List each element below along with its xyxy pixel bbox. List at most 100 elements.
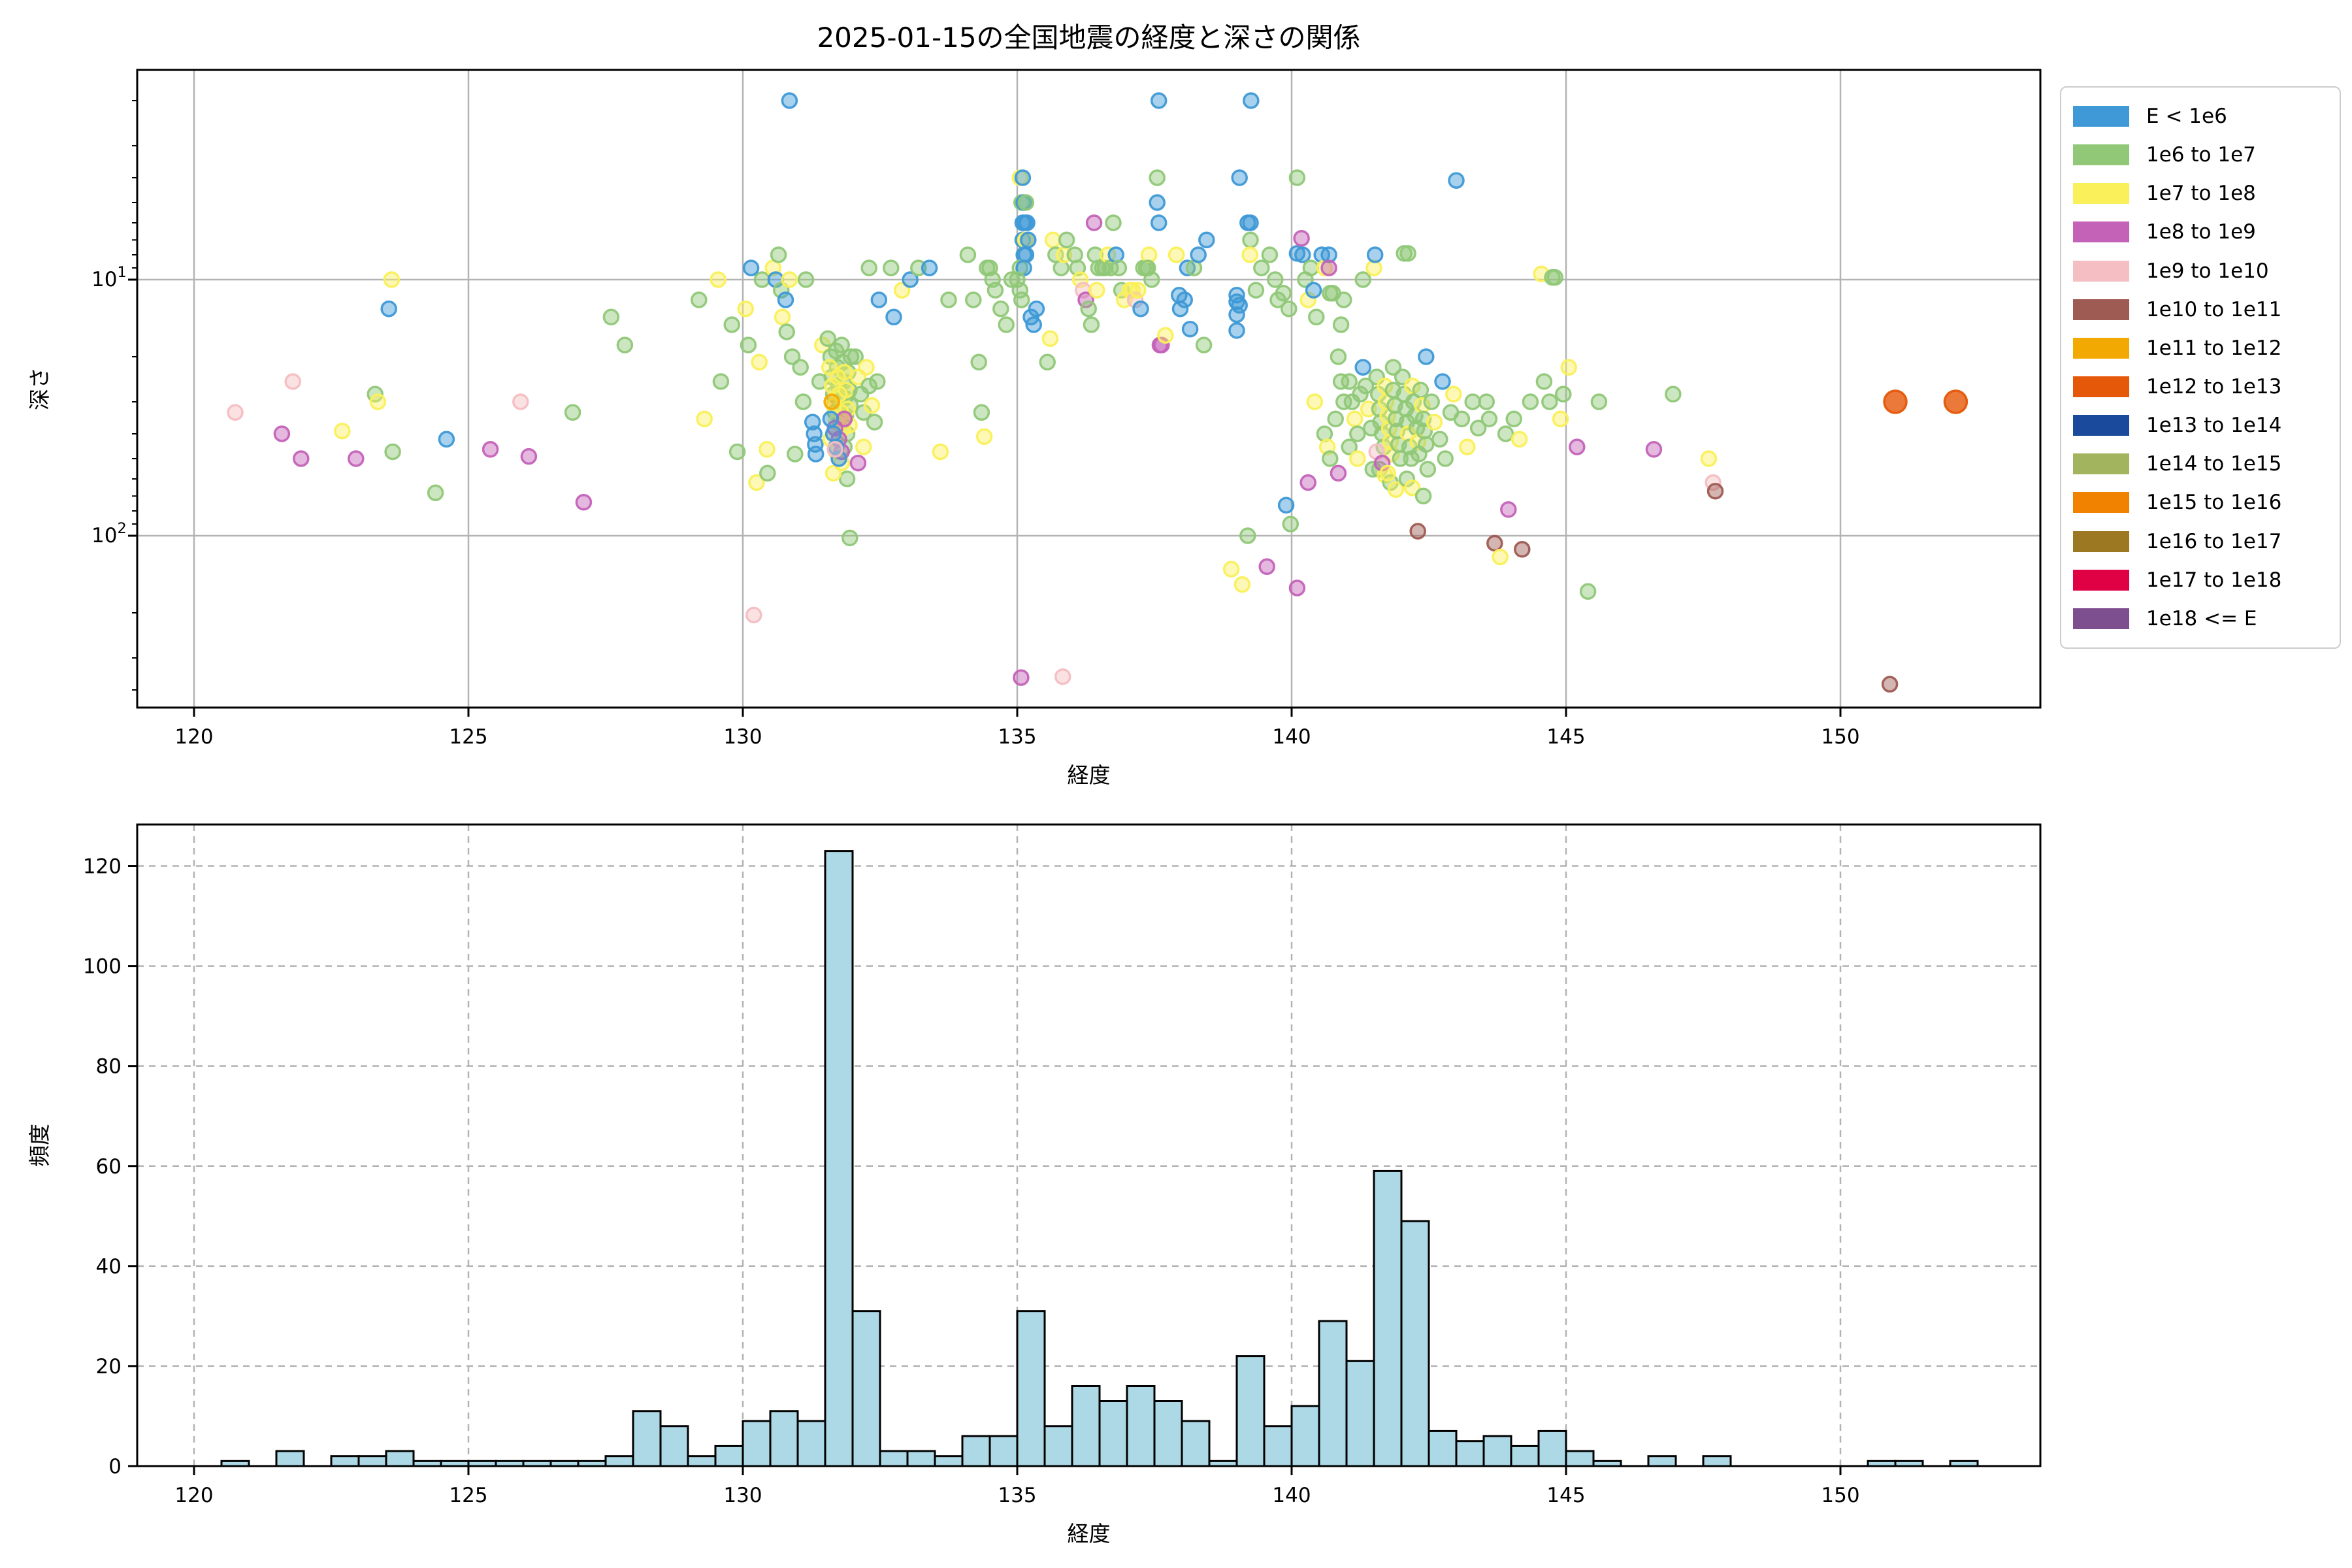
scatter-point: [1228, 322, 1245, 339]
scatter-point: [1492, 548, 1509, 566]
histogram-bar: [714, 1445, 744, 1467]
scatter-point: [369, 393, 387, 410]
scatter-point: [1107, 246, 1124, 263]
legend-item-label: 1e14 to 1e15: [2146, 452, 2282, 476]
hist-y-tick-label: 120: [83, 855, 122, 879]
scatter-point: [1267, 271, 1284, 288]
chart-title: 2025-01-15の全国地震の経度と深さの関係: [817, 22, 1360, 54]
scatter-point: [1013, 291, 1030, 308]
scatter-point: [1707, 483, 1724, 500]
scatter-point: [1387, 481, 1405, 498]
scatter-point: [1275, 285, 1292, 302]
scatter-point: [1130, 282, 1147, 299]
scatter-point: [1132, 300, 1149, 318]
scatter-point: [1500, 501, 1517, 518]
scatter-point: [825, 425, 842, 442]
scatter-point: [1198, 231, 1215, 249]
legend-item-label: 1e6 to 1e7: [2146, 143, 2256, 167]
scatter-point: [1366, 246, 1384, 263]
legend-swatch-icon: [2073, 221, 2129, 243]
scatter-point: [940, 291, 957, 308]
histogram-bar: [1181, 1420, 1211, 1467]
x-tick-label: 140: [1272, 725, 1311, 749]
scatter-point: [1480, 410, 1498, 428]
histogram-bar: [357, 1455, 387, 1467]
legend-item-label: 1e17 to 1e18: [2146, 568, 2282, 592]
scatter-point: [822, 410, 840, 428]
histogram-bar: [385, 1450, 415, 1467]
scatter-point: [1020, 231, 1037, 249]
scatter-point: [1377, 377, 1394, 395]
scatter-point: [759, 465, 776, 482]
histogram-bar: [879, 1450, 909, 1467]
scatter-point: [783, 348, 801, 365]
scatter-point: [1241, 246, 1258, 263]
scatter-plot-area: [137, 70, 2040, 708]
scatter-point: [380, 300, 397, 318]
scatter-point: [1080, 300, 1097, 318]
scatter-point: [787, 446, 804, 463]
scatter-point: [858, 359, 875, 376]
hist-y-tick-label: 60: [96, 1155, 122, 1179]
hist-xlabel: 経度: [1068, 1521, 1111, 1546]
scatter-point: [1883, 389, 1908, 414]
histogram-bar: [906, 1450, 936, 1467]
scatter-point: [1881, 676, 1899, 693]
scatter-point: [1320, 246, 1337, 263]
scatter-point: [334, 422, 351, 440]
scatter-point: [1190, 246, 1207, 263]
scatter-point: [975, 428, 993, 445]
scatter-point: [826, 441, 843, 458]
scatter-point: [1579, 583, 1597, 600]
hist-x-tick-label: 140: [1272, 1484, 1311, 1507]
scatter-point: [1149, 169, 1166, 186]
scatter-point: [863, 397, 881, 414]
histogram-bar: [1565, 1450, 1595, 1467]
scatter-point: [1150, 92, 1168, 109]
scatter-point: [1306, 393, 1324, 410]
scatter-point: [1546, 269, 1563, 286]
scatter-point: [740, 336, 757, 353]
hist-y-tick-label: 100: [83, 955, 122, 979]
scatter-point: [728, 443, 746, 461]
scatter-point: [1168, 246, 1185, 263]
hist-frame: [136, 823, 2042, 1467]
scatter-point: [1486, 534, 1503, 552]
hist-x-tick-label: 120: [174, 1484, 213, 1507]
scatter-point: [842, 348, 860, 365]
scatter-point: [616, 336, 634, 353]
scatter-point: [1025, 316, 1042, 333]
scatter-frame: [136, 69, 2042, 709]
scatter-point: [742, 259, 760, 276]
hist-x-tick-label: 130: [723, 1484, 762, 1507]
scatter-point: [1552, 410, 1569, 428]
legend: E < 1e6 1e6 to 1e7 1e7 to 1e8 1e8 to 1e9 1e9…: [2060, 86, 2341, 649]
legend-swatch-icon: [2073, 569, 2129, 591]
scatter-point: [774, 308, 791, 326]
legend-item-label: 1e7 to 1e8: [2146, 182, 2256, 206]
scatter-point: [1541, 393, 1558, 410]
x-tick-label: 135: [998, 725, 1036, 749]
scatter-point: [293, 450, 310, 467]
scatter-point: [1105, 214, 1122, 231]
scatter-point: [836, 410, 853, 428]
scatter-point: [691, 291, 708, 308]
scatter-point: [1258, 558, 1275, 576]
histogram-bar: [1153, 1400, 1183, 1467]
histogram-bar: [1537, 1429, 1567, 1467]
histogram-bar: [824, 850, 854, 1467]
histogram-bar: [1043, 1425, 1073, 1467]
scatter-point: [512, 393, 529, 410]
histogram-bar: [742, 1420, 772, 1467]
legend-swatch-icon: [2073, 492, 2129, 514]
scatter-point: [1294, 246, 1311, 263]
scatter-point: [777, 291, 794, 308]
scatter-point: [384, 443, 401, 461]
scatter-point: [1013, 669, 1030, 686]
scatter-point: [1555, 385, 1572, 403]
scatter-point: [1379, 465, 1396, 482]
scatter-point: [1445, 385, 1462, 403]
scatter-point: [1330, 465, 1347, 482]
scatter-point: [284, 373, 301, 390]
scatter-point: [833, 336, 850, 353]
